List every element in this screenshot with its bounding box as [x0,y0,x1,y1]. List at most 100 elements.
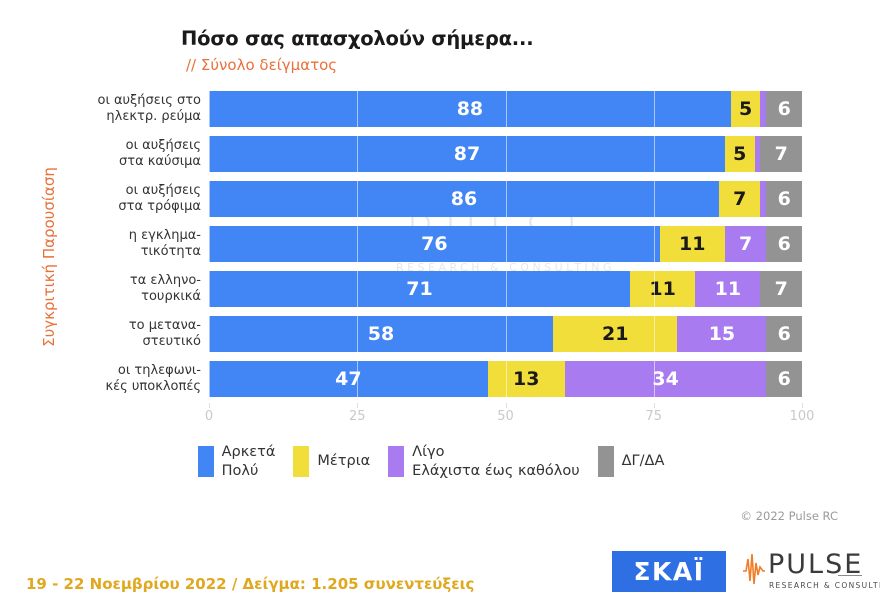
x-axis-tick [653,403,655,408]
gridline [802,88,803,403]
bar-value-label: 6 [777,323,791,345]
category-labels: οι αυξήσεις στο ηλεκτρ. ρεύμα οι αυξήσεις σ… [55,88,201,403]
bar-value-label: 47 [335,368,362,390]
x-axis-tick [505,403,507,408]
bar-row: 76 11 7 6 [209,226,802,262]
bar-value-label: 6 [777,233,791,255]
bar-segment: 6 [766,361,802,397]
pulse-logo-rule [838,575,862,576]
bar-value-label: 7 [739,233,753,255]
bar-segment: 87 [209,136,725,172]
legend-label: Μέτρια [317,452,370,471]
bar-segment: 47 [209,361,488,397]
category-label: τα ελληνο-τουρκικά [55,271,201,307]
category-label-line: οι αυξήσεις [125,182,201,198]
bar-value-label: 7 [774,278,788,300]
x-axis-tick-label: 0 [204,409,214,424]
x-axis-tick [357,403,359,408]
legend-item[interactable]: ΔΓ/ΔΑ [597,446,665,478]
legend-label-line: Λίγο [412,444,445,460]
bar-segment: 7 [724,226,767,262]
legend-label: Αρκετά Πολύ [222,443,276,480]
x-axis: 0 25 50 75 100 [205,403,814,427]
bar-segment: 11 [695,271,761,307]
legend-swatch [293,446,310,478]
x-axis-tick-label: 50 [497,409,514,424]
category-label-line: κές υποκλοπές [105,379,201,394]
copyright-text: © 2022 Pulse RC [740,509,838,523]
bar-segment: 6 [766,181,802,217]
x-axis-tick-label: 100 [789,409,815,424]
bar-row: 71 11 11 7 [209,271,802,307]
bar-segment: 6 [766,226,802,262]
x-axis-tick [802,403,803,408]
category-label-line: το μετανα- [128,317,201,333]
bar-segment: 34 [564,361,767,397]
legend-label-line: ΔΓ/ΔΑ [621,453,665,470]
bar-segment: 88 [209,91,731,127]
legend-item[interactable]: Λίγο Ελάχιστα έως καθόλου [388,443,580,480]
legend-item[interactable]: Αρκετά Πολύ [197,443,276,480]
category-label-line: η εγκλημα- [128,227,201,243]
bar-segment: 11 [630,271,696,307]
bar-value-label: 6 [777,368,791,390]
pulse-logo-text: PULSE [768,549,864,580]
category-label-line: τικότητα [140,244,201,259]
bar-value-label: 21 [601,323,629,345]
legend-swatch [597,446,614,478]
bar-segment: 21 [552,316,678,352]
category-label-line: τα ελληνο- [129,272,201,288]
category-label-line: οι αυξήσεις [125,137,201,153]
x-axis-tick-label: 75 [645,409,663,424]
waveform-icon [742,551,766,591]
bar-value-label: 7 [774,143,788,165]
legend-label-line: Αρκετά [221,444,276,460]
bar-value-label: 5 [739,98,753,120]
survey-footnote: 19 - 22 Νοεμβρίου 2022 / Δείγμα: 1.205 σ… [26,575,475,593]
category-label: οι αυξήσεις στο ηλεκτρ. ρεύμα [55,91,201,127]
category-label-line: στα καύσιμα [119,154,201,169]
bar-value-label: 13 [513,368,540,390]
bar-value-label: 6 [777,98,791,120]
x-axis-tick-label: 25 [348,409,366,424]
bar-row: 58 21 15 6 [209,316,802,352]
category-label-line: οι τηλεφωνι- [117,362,201,378]
pulse-logo: PULSE RESEARCH & CONSULTING [742,547,880,593]
skai-logo-text: ΣΚΑΪ [633,557,705,586]
bar-segment: 71 [209,271,631,307]
category-label-line: στα τρόφιμα [118,199,201,214]
legend-label-line: Ελάχιστα έως καθόλου [412,462,580,479]
bar-value-label: 6 [777,188,791,210]
category-label-line: στευτικό [142,334,201,349]
bar-value-label: 7 [733,188,747,210]
category-label: η εγκλημα-τικότητα [55,226,201,262]
category-label-line: τουρκικά [141,289,201,304]
category-label: οι αυξήσεις στα τρόφιμα [55,181,201,217]
category-label: οι τηλεφωνι-κές υποκλοπές [55,361,201,397]
bar-row: 86716 [209,181,802,217]
legend-label-line: Πολύ [221,462,259,479]
page-subtitle: // Σύνολο δείγματος [186,56,338,74]
bar-segment: 15 [677,316,767,352]
bar-value-label: 11 [714,278,742,300]
bar-segment: 11 [659,226,725,262]
bar-value-label: 87 [453,143,481,165]
bar-value-label: 11 [649,278,676,300]
bar-row: 87517 [209,136,802,172]
category-label: το μετανα-στευτικό [55,316,201,352]
bar-value-label: 34 [652,368,679,390]
category-label-line: οι αυξήσεις στο [97,92,201,108]
bar-segment: 7 [718,181,761,217]
bar-segment: 58 [209,316,553,352]
chart-legend: Αρκετά Πολύ Μέτρια Λίγο Ελάχιστα έως καθόλου… [0,443,880,480]
pulse-logo-subtext: RESEARCH & CONSULTING [769,581,880,590]
category-label: οι αυξήσεις στα καύσιμα [55,136,201,172]
legend-swatch [197,446,214,478]
bar-value-label: 88 [456,98,484,120]
legend-item[interactable]: Μέτρια [293,446,370,478]
skai-logo: ΣΚΑΪ [612,551,726,592]
legend-label: ΔΓ/ΔΑ [622,452,665,471]
bar-segment: 7 [760,271,802,307]
bar-row: 88516 [209,91,802,127]
